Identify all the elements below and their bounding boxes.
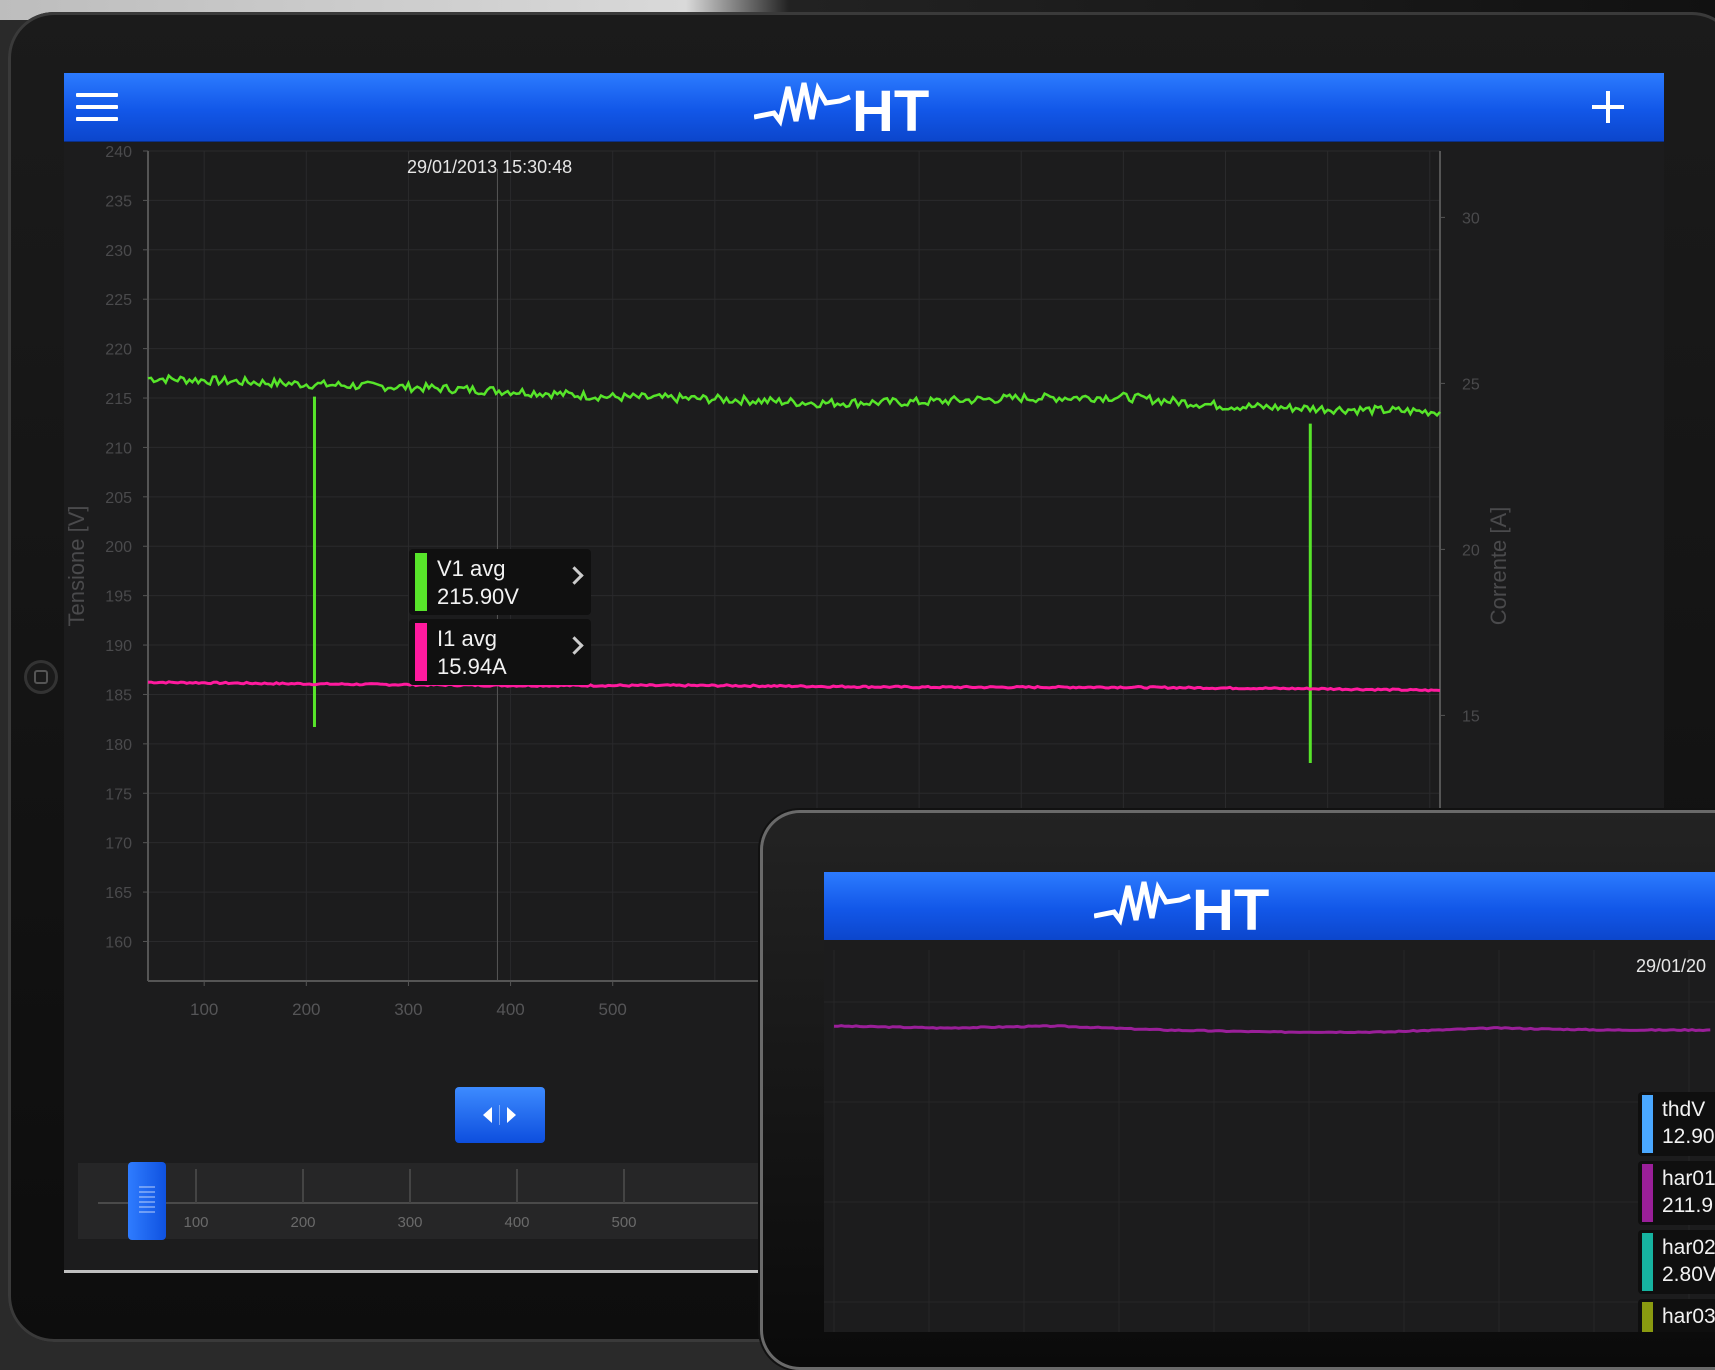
legend-value: 215.90V [437,584,519,609]
legend-value: 15.94A [437,654,507,679]
chevron-right-icon [565,636,584,655]
legend-swatch [1642,1164,1653,1222]
arrow-left-icon [483,1107,492,1123]
x-tick-label: 200 [292,1000,320,1019]
y2-tick-label: 20 [1462,542,1480,559]
navigator-tick-label: 400 [504,1214,529,1231]
legend-label: I1 avg [437,626,497,651]
legend-item-har02[interactable]: har02 2.80V [1638,1230,1715,1294]
screen-bottom-border [64,1270,864,1273]
navigator-handle[interactable] [128,1162,166,1240]
y2-axis-title: Corrente [A] [1486,507,1511,626]
y2-tick-label: 25 [1462,376,1480,393]
range-navigator[interactable]: 100 200 300 400 500 [78,1163,778,1239]
legend-item-har01[interactable]: har01 211.9 [1638,1161,1715,1225]
harmonics-chart[interactable] [824,872,1715,1332]
y-tick-label: 160 [105,934,132,951]
legend-item-har03[interactable]: har03 [1638,1299,1715,1332]
x-tick-label: 300 [394,1000,422,1019]
ht-logo: HT [1094,878,1269,940]
menu-icon[interactable] [76,91,118,123]
legend-label: V1 avg [437,556,506,581]
y2-tick-label: 30 [1462,210,1480,227]
y-tick-label: 165 [105,885,132,902]
legend-swatch [1642,1095,1653,1153]
y-tick-label: 240 [105,144,132,161]
home-button [24,660,58,694]
legend-item-v1[interactable]: V1 avg 215.90V [409,549,591,615]
y-tick-label: 200 [105,539,132,556]
y-tick-label: 190 [105,638,132,655]
secondary-screen: HT 29/01/20 thdV 12.90 har01 211.9 har02… [824,872,1715,1332]
divider [499,1105,500,1125]
y-tick-label: 195 [105,589,132,606]
legend-value: 2.80V [1662,1263,1715,1286]
legend-label: thdV [1662,1098,1706,1121]
y2-tick-label: 15 [1462,708,1480,725]
x-tick-label: 500 [599,1000,627,1019]
logo-text: HT [852,79,929,141]
header-bar: HT [64,73,1664,142]
legend-value: 211.9 [1662,1194,1713,1217]
cursor-timestamp: 29/01/20 [1636,956,1707,976]
cursor-scrub-button[interactable] [455,1087,545,1143]
navigator-tick-label: 500 [611,1214,636,1231]
y-tick-label: 215 [105,391,132,408]
legend-label: har03 [1662,1305,1715,1328]
legend-swatch [1642,1302,1653,1332]
legend-swatch [415,553,427,611]
y-tick-label: 230 [105,243,132,260]
series-har01 [833,1024,1711,1035]
series-v1-avg [147,373,1441,418]
y-tick-label: 205 [105,490,132,507]
legend-item-i1[interactable]: I1 avg 15.94A [409,619,591,685]
legend-value: 12.90 [1662,1125,1715,1148]
x-tick-label: 400 [496,1000,524,1019]
y-tick-label: 220 [105,342,132,359]
chevron-right-icon [565,566,584,585]
ht-logo: HT [754,79,929,141]
trend-chart[interactable]: 160 165 170 175 180 185 190 195 200 205 210 215 220 2… [64,73,1664,1273]
legend-swatch [1642,1233,1653,1291]
legend-item-thdv[interactable]: thdV 12.90 [1638,1092,1715,1156]
navigator-tick-label: 100 [183,1214,208,1231]
y-axis-title: Tensione [V] [64,505,89,626]
cursor-timestamp: 29/01/2013 15:30:48 [407,157,573,177]
series-i1-avg [147,680,1441,693]
logo-text: HT [1192,878,1269,940]
y-tick-label: 185 [105,687,132,704]
y-tick-label: 175 [105,786,132,803]
legend-label: har01 [1662,1167,1715,1190]
navigator-scale: 100 200 300 400 500 [98,1169,778,1231]
y-tick-label: 180 [105,737,132,754]
y-tick-label: 170 [105,836,132,853]
header-bar-secondary: HT [824,872,1715,940]
add-icon[interactable] [1588,87,1628,127]
arrow-right-icon [507,1107,516,1123]
navigator-tick-label: 300 [397,1214,422,1231]
legend-label: har02 [1662,1236,1715,1259]
y-tick-label: 210 [105,440,132,457]
x-tick-label: 100 [190,1000,218,1019]
y-tick-label: 225 [105,292,132,309]
y-tick-label: 235 [105,193,132,210]
navigator-tick-label: 200 [290,1214,315,1231]
legend-swatch [415,623,427,681]
